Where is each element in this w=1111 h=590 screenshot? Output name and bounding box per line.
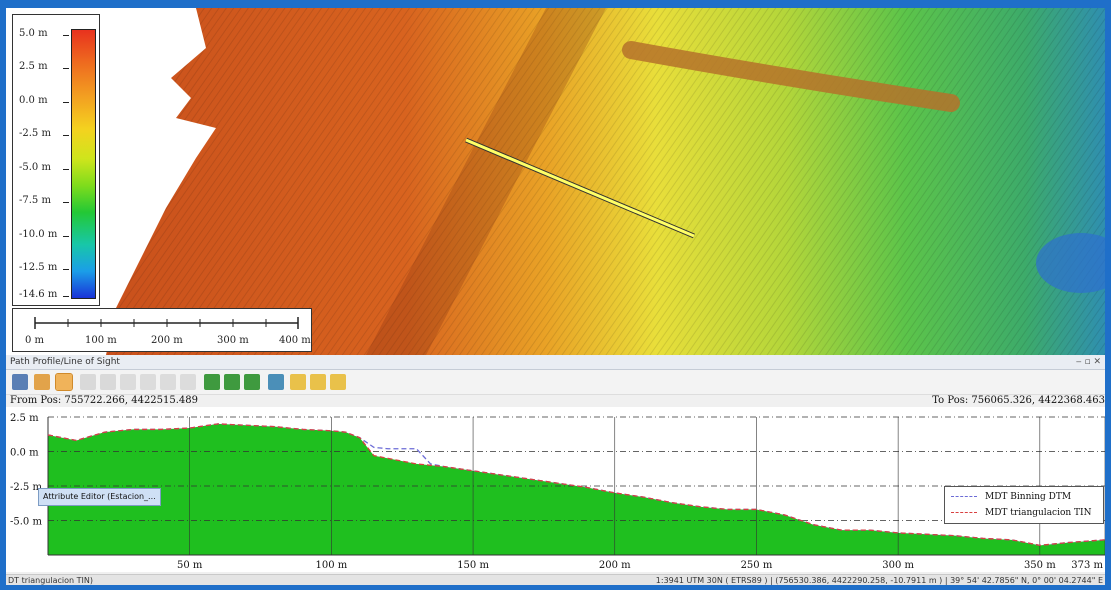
legend-tick (63, 102, 69, 103)
chart-2-icon[interactable] (224, 374, 240, 390)
legend-tick (63, 236, 69, 237)
x-tick-label: 50 m (177, 560, 203, 571)
path-profile-panel: Path Profile/Line of Sight ‒ ▫ ✕ From Po… (6, 355, 1105, 585)
line-icon[interactable] (180, 374, 196, 390)
scale-label: 300 m (217, 335, 249, 346)
y-tick-label: -2.5 m (10, 482, 42, 493)
scale-bar-graphic (34, 317, 299, 329)
legend-label: MDT triangulacion TIN (985, 508, 1092, 518)
ruler-2-icon[interactable] (140, 374, 156, 390)
y-tick-label: 0.0 m (10, 448, 39, 459)
chart-3-icon[interactable] (244, 374, 260, 390)
select-icon[interactable] (160, 374, 176, 390)
legend-label: 2.5 m (19, 61, 48, 72)
x-tick-label: 200 m (599, 560, 631, 571)
scale-label: 100 m (85, 335, 117, 346)
pointer-icon[interactable] (12, 374, 28, 390)
grid-2-icon[interactable] (100, 374, 116, 390)
legend-tick (63, 135, 69, 136)
legend-item: MDT Binning DTM (951, 492, 1071, 502)
elevation-legend: 5.0 m 2.5 m 0.0 m -2.5 m -5.0 m -7.5 m -… (12, 14, 100, 306)
grid-icon[interactable] (80, 374, 96, 390)
panel-title: Path Profile/Line of Sight (6, 355, 1105, 370)
legend-label: -5.0 m (19, 162, 51, 173)
legend-label: 5.0 m (19, 28, 48, 39)
legend-label: -14.6 m (19, 289, 58, 300)
status-left-text: DT triangulacion TIN) (8, 576, 93, 585)
legend-tick (63, 68, 69, 69)
legend-label: 0.0 m (19, 95, 48, 106)
legend-tick (63, 202, 69, 203)
profile-icon[interactable] (55, 373, 73, 391)
chart-icon[interactable] (204, 374, 220, 390)
flag-2-icon[interactable] (310, 374, 326, 390)
map-view[interactable]: 5.0 m 2.5 m 0.0 m -2.5 m -5.0 m -7.5 m -… (6, 8, 1105, 355)
to-position: To Pos: 756065.326, 4422368.463 (932, 395, 1105, 406)
status-coordinates: 1:3941 UTM 30N ( ETRS89 ) | (756530.386,… (655, 576, 1103, 585)
legend-label: -7.5 m (19, 195, 51, 206)
elevation-raster (6, 8, 1105, 355)
terrain-area (48, 423, 1105, 555)
x-tick-label: 150 m (457, 560, 489, 571)
series-line-triangulacion-tin (47, 423, 1105, 546)
app-window: 5.0 m 2.5 m 0.0 m -2.5 m -5.0 m -7.5 m -… (6, 8, 1105, 585)
flag-3-icon[interactable] (330, 374, 346, 390)
legend-item: MDT triangulacion TIN (951, 508, 1091, 518)
chart-legend: MDT Binning DTM MDT triangulacion TIN (944, 486, 1104, 524)
x-tick-label: 250 m (741, 560, 773, 571)
scale-bar: 0 m 100 m 200 m 300 m 400 m (12, 308, 312, 352)
legend-label: MDT Binning DTM (985, 492, 1072, 502)
legend-swatch (951, 496, 977, 497)
scale-label: 200 m (151, 335, 183, 346)
legend-tick (63, 35, 69, 36)
from-position: From Pos: 755722.266, 4422515.489 (10, 395, 199, 406)
scale-label: 400 m (279, 335, 311, 346)
pan-icon[interactable] (34, 374, 50, 390)
x-tick-label: 373 m (1071, 560, 1103, 571)
x-tick-label: 100 m (316, 560, 348, 571)
legend-swatch (951, 512, 977, 513)
flag-icon[interactable] (290, 374, 306, 390)
attribute-editor-tooltip[interactable]: Attribute Editor (Estacion_... (38, 488, 161, 506)
viewshed-icon[interactable] (268, 374, 284, 390)
legend-label: -2.5 m (19, 128, 51, 139)
ruler-icon[interactable] (120, 374, 136, 390)
y-tick-label: 2.5 m (10, 413, 39, 424)
y-tick-label: -5.0 m (10, 517, 42, 528)
status-bar: DT triangulacion TIN) 1:3941 UTM 30N ( E… (6, 574, 1105, 585)
x-tick-label: 350 m (1024, 560, 1056, 571)
elevation-color-ramp (71, 29, 96, 299)
profile-toolbar (6, 370, 1105, 395)
panel-window-controls[interactable]: ‒ ▫ ✕ (1075, 357, 1101, 367)
legend-label: -10.0 m (19, 229, 58, 240)
legend-tick (63, 296, 69, 297)
profile-chart[interactable]: 2.5 m 0.0 m -2.5 m -5.0 m 50 m 100 m 150 m 200 … (6, 407, 1105, 572)
scale-label: 0 m (25, 335, 45, 346)
legend-label: -12.5 m (19, 262, 58, 273)
legend-tick (63, 169, 69, 170)
legend-tick (63, 269, 69, 270)
x-tick-label: 300 m (882, 560, 914, 571)
